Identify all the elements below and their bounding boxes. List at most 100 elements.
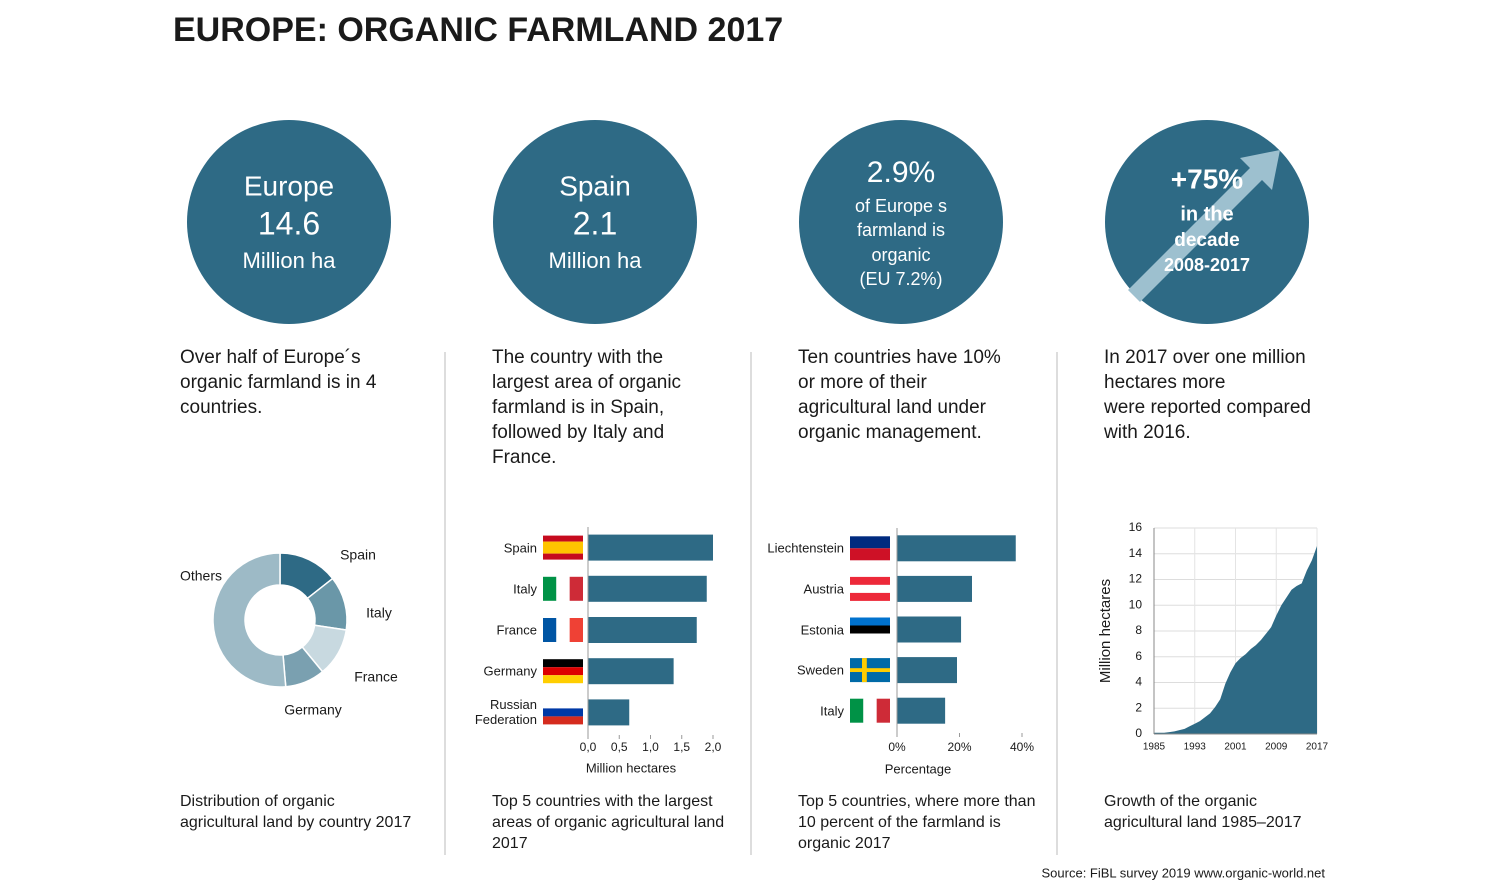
caption: agricultural land by country 2017	[180, 814, 411, 831]
y-tick-label: 4	[1135, 675, 1142, 689]
flag-stripe	[850, 698, 864, 723]
growth-arrow	[1128, 150, 1280, 302]
description: largest area of organic	[492, 372, 681, 393]
caption: 2017	[492, 835, 528, 852]
y-axis-label: Million hectares	[1097, 579, 1114, 683]
caption: agricultural land 1985–2017	[1104, 814, 1302, 831]
circle-text: in the	[1180, 203, 1233, 225]
flag-stripe	[850, 625, 890, 634]
bar	[897, 616, 962, 643]
caption: Growth of the organic	[1104, 793, 1257, 810]
circle	[799, 120, 1003, 324]
flag-stripe	[543, 553, 583, 560]
area	[1154, 546, 1317, 734]
x-axis-label: Percentage	[885, 761, 952, 776]
y-tick-label: Estonia	[800, 622, 844, 637]
bar	[588, 699, 630, 726]
x-tick-label: 20%	[947, 740, 971, 754]
description: countries.	[180, 397, 262, 418]
y-tick-label: 10	[1129, 597, 1143, 611]
flag-stripe	[850, 617, 890, 626]
flag-stripe	[556, 576, 570, 601]
y-tick-label: 14	[1129, 546, 1143, 560]
x-tick-label: 2001	[1224, 742, 1247, 753]
caption: Distribution of organic	[180, 793, 335, 810]
y-tick-label: Sweden	[797, 662, 844, 678]
circle-text: 2.1	[573, 205, 617, 241]
y-tick-label: 0	[1135, 726, 1142, 740]
flag-stripe	[543, 708, 583, 717]
y-tick-label: 8	[1135, 623, 1142, 637]
flag-stripe	[543, 659, 583, 668]
flag-stripe	[556, 618, 570, 642]
slice-label: Others	[180, 568, 222, 584]
bar	[588, 534, 713, 561]
y-tick-label: Austria	[803, 581, 844, 597]
source: Source: FiBL survey 2019 www.organic-wor…	[1042, 865, 1326, 880]
circle-text: +75%	[1171, 163, 1243, 194]
y-tick-label: 6	[1135, 649, 1142, 663]
x-tick-label: 1,0	[642, 740, 659, 754]
flag-stripe	[569, 618, 583, 642]
flag-stripe	[850, 584, 890, 593]
caption: Top 5 countries, where more than	[798, 793, 1035, 810]
description: organic management.	[798, 422, 982, 443]
y-tick-label: 16	[1129, 520, 1143, 534]
flag-stripe	[569, 576, 583, 601]
description: organic farmland is in 4	[180, 372, 377, 393]
x-tick-label: 1,5	[673, 740, 690, 754]
flag-stripe	[850, 576, 890, 585]
x-tick-label: 40%	[1010, 740, 1034, 754]
description: agricultural land under	[798, 397, 987, 418]
circle-text: of Europe s	[855, 196, 947, 216]
flag-stripe	[543, 675, 583, 684]
bar	[588, 658, 674, 685]
flag-stripe	[863, 698, 877, 723]
circle	[187, 120, 391, 324]
bar	[588, 617, 697, 643]
bar	[897, 575, 972, 602]
description: with 2016.	[1103, 422, 1191, 443]
description: or more of their	[798, 372, 927, 393]
flag-stripe	[850, 548, 890, 561]
circle-text: decade	[1174, 230, 1239, 251]
circle-text: Spain	[559, 170, 631, 201]
bar	[588, 575, 707, 602]
slice-label: Italy	[366, 605, 392, 621]
description: farmland is in Spain,	[492, 397, 664, 418]
x-tick-label: 0,5	[611, 740, 628, 754]
x-tick-label: 2017	[1306, 742, 1329, 753]
slice-label: France	[354, 669, 398, 685]
x-tick-label: 1993	[1184, 742, 1207, 753]
description: Ten countries have 10%	[798, 347, 1001, 368]
description: France.	[492, 447, 556, 468]
circle-text: organic	[871, 245, 930, 265]
circle-text: Million ha	[549, 248, 643, 273]
caption: Top 5 countries with the largest	[492, 793, 713, 810]
description: followed by Italy and	[492, 422, 664, 443]
caption: organic 2017	[798, 835, 891, 852]
caption: 10 percent of the farmland is	[798, 814, 1001, 831]
description: The country with the	[492, 347, 663, 368]
circle-text: Million ha	[243, 248, 337, 273]
slice-label: Spain	[340, 547, 376, 563]
flag-stripe	[543, 541, 583, 554]
x-tick-label: 2,0	[705, 740, 722, 754]
description: hectares more	[1104, 372, 1225, 393]
circle-text: Europe	[244, 170, 334, 201]
y-tick-label: Italy	[820, 703, 844, 719]
flag-stripe	[543, 576, 557, 601]
description: In 2017 over one million	[1104, 347, 1306, 368]
x-axis-label: Million hectares	[586, 760, 677, 775]
flag-stripe	[850, 668, 890, 673]
page-title: EUROPE: ORGANIC FARMLAND 2017	[173, 11, 783, 49]
bar	[897, 697, 946, 724]
x-tick-label: 2009	[1265, 742, 1288, 753]
x-tick-label: 0%	[888, 740, 906, 754]
flag-stripe	[543, 716, 583, 725]
slice-label: Germany	[284, 702, 342, 718]
flag-stripe	[543, 618, 557, 642]
flag-stripe	[850, 592, 890, 601]
